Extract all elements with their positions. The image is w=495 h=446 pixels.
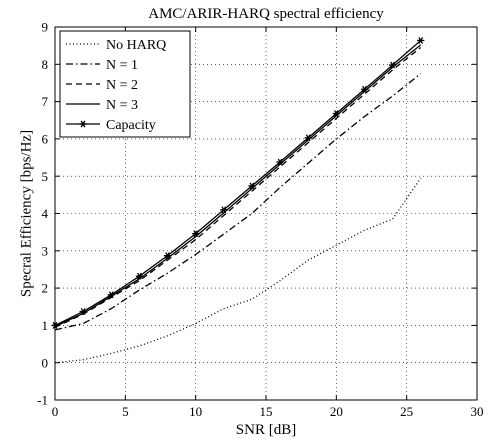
series-capacity [51, 36, 425, 329]
y-tick-label: -1 [37, 393, 48, 408]
series-n-1 [54, 73, 422, 331]
star-center [166, 254, 169, 258]
data-point-marker [79, 308, 87, 316]
series-line [54, 47, 422, 328]
data-point-marker [163, 252, 172, 260]
legend-marker [79, 120, 87, 128]
legend-label: N = 3 [106, 98, 138, 113]
series-line [54, 39, 422, 326]
x-tick-label: 15 [260, 404, 273, 419]
legend: No HARQ N = 1 N = 2 N = 3 Capacity [59, 30, 191, 138]
x-tick-label: 10 [189, 404, 202, 419]
chart-title: AMC/ARIR-HARQ spectral efficiency [148, 6, 384, 22]
data-point-marker [417, 36, 425, 44]
star-center [138, 274, 141, 278]
y-tick-label: 9 [42, 20, 49, 35]
series-layer [51, 36, 425, 364]
legend-item: No HARQ [66, 38, 166, 53]
series-n-2 [54, 47, 422, 328]
data-point-marker [220, 206, 228, 214]
star-center [334, 112, 338, 115]
star-center [81, 122, 85, 126]
data-point-marker [360, 85, 369, 93]
star-center [250, 184, 254, 188]
legend-item: Capacity [66, 118, 156, 133]
x-tick-label: 20 [330, 404, 343, 419]
legend-label: No HARQ [106, 38, 166, 53]
x-tick-label: 5 [122, 404, 129, 419]
legend-label: N = 2 [106, 78, 138, 93]
star-center [194, 232, 198, 236]
data-point-marker [332, 110, 340, 117]
data-point-marker [248, 182, 256, 190]
x-tick-label: 25 [400, 404, 413, 419]
y-tick-label: 3 [42, 243, 49, 258]
y-tick-label: 1 [42, 318, 49, 333]
data-point-marker [389, 61, 397, 69]
data-point-marker [304, 134, 312, 142]
series-n-3 [54, 44, 422, 328]
legend-item: N = 2 [66, 78, 138, 93]
series-line [54, 73, 422, 331]
x-tick-label: 0 [52, 404, 59, 419]
legend-label: N = 1 [106, 58, 138, 73]
legend-label: Capacity [106, 118, 156, 133]
y-tick-label: 2 [42, 281, 49, 296]
legend-item: N = 3 [66, 98, 138, 113]
series-no-harq [54, 177, 422, 364]
series-line [54, 177, 422, 364]
data-point-marker [192, 230, 200, 238]
y-axis-label: Specral Efficiency [bps/Hz] [18, 130, 34, 297]
series-line [54, 44, 422, 328]
ticks: 0 5 10 15 20 25 30 -1 0 1 2 3 4 5 6 7 8 9 [37, 20, 483, 419]
legend-item: N = 1 [66, 58, 138, 73]
x-tick-label: 30 [471, 404, 484, 419]
y-tick-label: 5 [42, 169, 49, 184]
y-tick-label: 8 [42, 57, 49, 72]
star-center [222, 208, 226, 212]
star-center [278, 160, 282, 164]
star-center [363, 87, 366, 91]
star-center [109, 293, 113, 297]
star-center [391, 63, 394, 67]
y-tick-label: 0 [42, 355, 49, 370]
star-center [419, 39, 423, 42]
data-point-marker [135, 272, 143, 280]
y-tick-label: 7 [42, 94, 49, 109]
x-axis-label: SNR [dB] [236, 422, 296, 438]
data-point-marker [107, 291, 115, 299]
y-tick-label: 4 [42, 206, 49, 221]
star-center [306, 136, 310, 140]
y-tick-label: 6 [42, 131, 49, 146]
data-point-marker [276, 158, 284, 166]
star-center [81, 310, 85, 313]
